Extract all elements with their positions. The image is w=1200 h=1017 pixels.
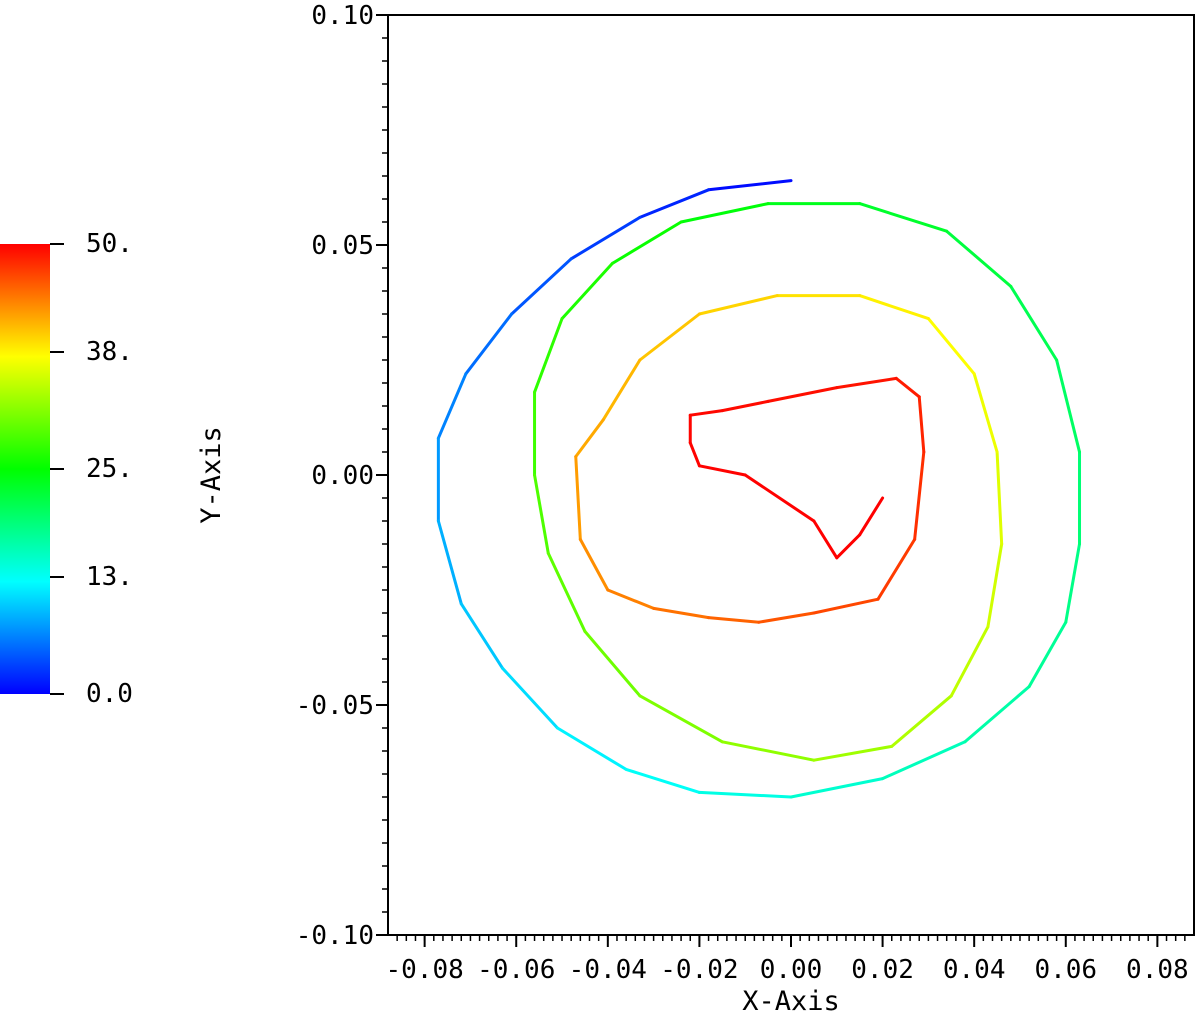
trajectory-segment xyxy=(743,473,816,523)
trajectory-segment xyxy=(560,261,614,321)
trajectory-segment xyxy=(881,740,967,781)
trajectory-segment xyxy=(697,790,793,799)
trajectory-segment xyxy=(574,418,605,459)
trajectory-segment xyxy=(610,220,683,265)
colorbar: 50. 38. 25. 13. 0.0 xyxy=(0,229,133,709)
trajectory-segment xyxy=(500,666,559,730)
trajectory-segment xyxy=(464,312,514,376)
trajectory-segment xyxy=(858,496,885,537)
trajectory-segment xyxy=(638,312,701,362)
trajectory-segment xyxy=(926,317,976,376)
trajectory-segment xyxy=(949,625,990,698)
trajectory-segment xyxy=(533,473,550,555)
trajectory-segment xyxy=(688,441,701,468)
x-tick-label: -0.06 xyxy=(477,955,555,985)
y-axis-title: Y-Axis xyxy=(196,426,227,524)
colorbar-tick-label: 38. xyxy=(86,337,133,367)
trajectory-segment xyxy=(894,376,921,399)
trajectory-segment xyxy=(1064,542,1082,624)
trajectory-segment xyxy=(890,694,953,748)
trajectory-segment xyxy=(546,551,587,633)
trajectory-segment xyxy=(789,777,885,799)
trajectory-segment xyxy=(876,537,917,601)
trajectory-segment xyxy=(574,455,582,541)
x-tick-label: -0.04 xyxy=(569,955,647,985)
x-tick-label: 0.06 xyxy=(1034,955,1097,985)
y-tick-label: -0.10 xyxy=(296,921,374,951)
colorbar-tick-label: 0.0 xyxy=(86,679,133,709)
trajectory-segment xyxy=(757,611,816,624)
trajectory-segment xyxy=(945,229,1013,288)
x-axis-title: X-Axis xyxy=(742,986,840,1017)
x-tick-label: 0.04 xyxy=(943,955,1006,985)
trajectory-segment xyxy=(1055,358,1082,454)
trajectory-segment xyxy=(1027,620,1068,689)
colorbar-tick-label: 50. xyxy=(86,229,133,259)
trajectory-segment xyxy=(917,395,926,454)
x-tick-label: 0.08 xyxy=(1126,955,1189,985)
trajectory-segment xyxy=(606,588,656,610)
trajectory-segment xyxy=(707,616,761,624)
trajectory-segment xyxy=(720,399,770,413)
y-tick-label: 0.10 xyxy=(311,1,374,31)
trajectory-segment xyxy=(986,542,1004,629)
trajectory-segment xyxy=(812,744,894,762)
x-tick-label: -0.08 xyxy=(385,955,463,985)
colorbar-gradient xyxy=(0,244,50,694)
trajectory-segment xyxy=(583,629,642,698)
trajectory-segment xyxy=(835,376,898,390)
trajectory-segment xyxy=(858,202,949,233)
plot-area: -0.08 -0.06 -0.04 -0.02 0.00 0.02 0.04 0.06 0.08… xyxy=(296,1,1195,985)
trajectory-segment xyxy=(436,519,463,606)
trajectory-segment xyxy=(601,358,642,422)
trajectory-segment xyxy=(624,767,701,794)
trajectory-segment xyxy=(972,372,999,454)
trajectory-segment xyxy=(697,294,779,316)
x-tick-label: -0.02 xyxy=(660,955,738,985)
trajectory-segment xyxy=(688,409,724,417)
trajectory-segment xyxy=(652,606,711,620)
trajectory-segment xyxy=(963,685,1031,744)
x-tick-label: 0.00 xyxy=(760,955,823,985)
trajectory-segment xyxy=(720,740,816,762)
trajectory-segment xyxy=(436,372,468,440)
trajectory-segment xyxy=(913,450,926,541)
trajectory-segment xyxy=(812,519,839,560)
y-tick-label: 0.05 xyxy=(311,231,374,261)
y-tick-label: -0.05 xyxy=(296,691,374,721)
trajectory-segment xyxy=(812,597,880,615)
trajectory-segment xyxy=(569,215,642,261)
trajectory-segment xyxy=(533,317,564,394)
x-tick-label: 0.02 xyxy=(851,955,914,985)
trajectory-segment xyxy=(835,533,862,560)
trajectory-segment xyxy=(766,386,839,403)
trajectory-segment xyxy=(638,694,724,744)
trajectory-segment xyxy=(459,602,504,670)
trajectory-segment xyxy=(995,450,1004,546)
trajectory-segment xyxy=(555,726,628,771)
trajectory-segment xyxy=(578,537,610,592)
trajectory-segment xyxy=(510,257,573,316)
trajectory-segment xyxy=(858,294,930,321)
trajectory-segment xyxy=(638,188,711,219)
trajectory-segment xyxy=(1009,284,1059,362)
y-tick-label: 0.00 xyxy=(311,461,374,491)
colorbar-tick-label: 25. xyxy=(86,454,133,484)
trajectory-segment xyxy=(697,464,747,477)
trajectory-segment xyxy=(707,179,793,192)
colorbar-tick-label: 13. xyxy=(86,562,133,592)
trajectory-segment xyxy=(679,202,770,224)
